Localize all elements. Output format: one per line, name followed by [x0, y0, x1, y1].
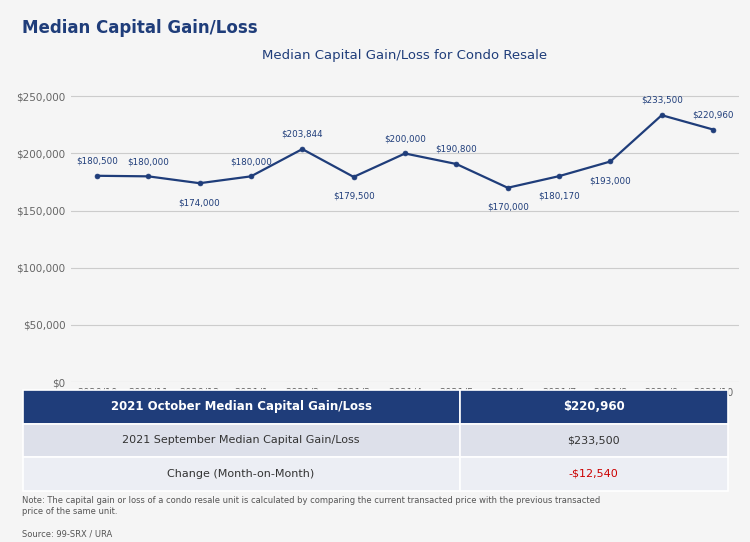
Text: $190,800: $190,800	[436, 145, 477, 154]
Title: Median Capital Gain/Loss for Condo Resale: Median Capital Gain/Loss for Condo Resal…	[262, 49, 548, 62]
Text: $233,500: $233,500	[567, 435, 620, 446]
Text: $200,000: $200,000	[384, 134, 426, 143]
FancyBboxPatch shape	[22, 424, 460, 457]
Text: 2021 October Median Capital Gain/Loss: 2021 October Median Capital Gain/Loss	[110, 401, 371, 414]
Text: $220,960: $220,960	[692, 110, 734, 119]
Text: $220,960: $220,960	[562, 401, 625, 414]
Text: $174,000: $174,000	[178, 198, 220, 207]
FancyBboxPatch shape	[460, 390, 728, 424]
Text: $193,000: $193,000	[590, 176, 632, 185]
FancyBboxPatch shape	[460, 457, 728, 491]
Text: $180,000: $180,000	[230, 157, 272, 166]
Text: $180,000: $180,000	[128, 157, 170, 166]
Text: $180,500: $180,500	[76, 157, 118, 165]
Text: $170,000: $170,000	[487, 203, 529, 211]
Text: $233,500: $233,500	[640, 96, 682, 105]
Text: Note: The capital gain or loss of a condo resale unit is calculated by comparing: Note: The capital gain or loss of a cond…	[22, 495, 601, 517]
Text: $179,500: $179,500	[333, 192, 374, 201]
Text: Change (Month-on-Month): Change (Month-on-Month)	[167, 469, 315, 479]
Text: $203,844: $203,844	[281, 130, 323, 139]
FancyBboxPatch shape	[460, 424, 728, 457]
Text: Median Capital Gain/Loss: Median Capital Gain/Loss	[22, 19, 258, 37]
Text: -$12,540: -$12,540	[568, 469, 619, 479]
Text: $180,170: $180,170	[538, 191, 580, 200]
FancyBboxPatch shape	[22, 457, 460, 491]
FancyBboxPatch shape	[22, 390, 460, 424]
Text: 2021 September Median Capital Gain/Loss: 2021 September Median Capital Gain/Loss	[122, 435, 360, 446]
Text: Source: 99-SRX / URA: Source: 99-SRX / URA	[22, 530, 112, 539]
